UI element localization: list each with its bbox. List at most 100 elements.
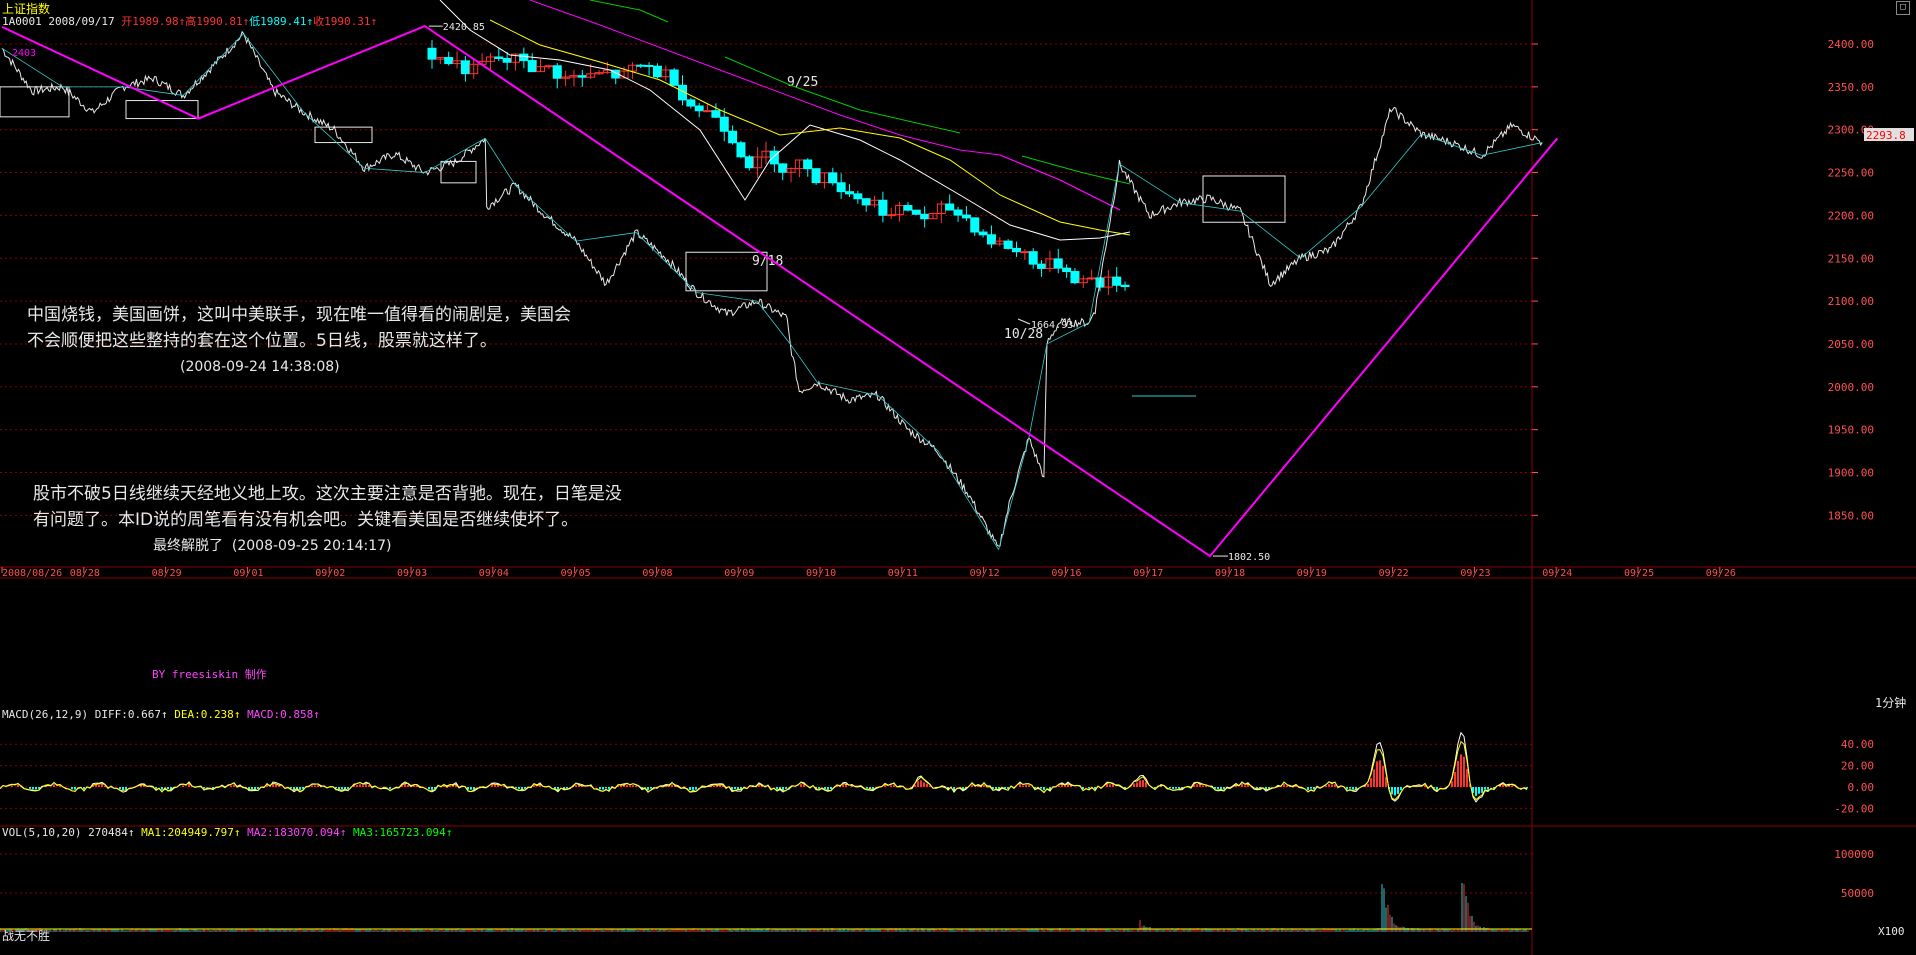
- x-tick-label: 08/28: [70, 568, 100, 579]
- daily-candle: [444, 57, 454, 65]
- x-tick-label: 09/08: [642, 568, 672, 579]
- price-axis: 2400.00 2350.00 2300.00 2250.00 2200.00 2150.…: [1532, 38, 1914, 522]
- pivot-zigzag: [1, 24, 1559, 558]
- x-tick-label: 09/03: [397, 568, 427, 579]
- quote-open: 开1989.98: [121, 15, 179, 28]
- stroke-segment: [182, 33, 244, 96]
- daily-candle: [736, 142, 746, 158]
- date-axis: 2008/08/26 08/28 08/29 09/01 09/02 09/03 09/04…: [1, 567, 1736, 579]
- stroke-segment: [1088, 163, 1120, 323]
- y-tick-label: 2050.00: [1828, 338, 1874, 351]
- y-tick-label: 1900.00: [1828, 467, 1874, 480]
- daily-candle: [961, 214, 971, 219]
- stroke-segment: [1119, 163, 1181, 203]
- daily-candle: [1020, 251, 1030, 254]
- label-1664: 1664.93: [1031, 320, 1073, 331]
- quote-close: 收1990.31: [313, 15, 371, 28]
- daily-candle: [703, 110, 713, 113]
- y-tick-label: 2200.00: [1828, 209, 1874, 222]
- current-price-label: 2293.8: [1866, 129, 1906, 142]
- daily-candle: [1037, 263, 1047, 269]
- stroke-segment: [1360, 133, 1422, 208]
- daily-candle: [728, 130, 738, 144]
- daily-candle: [845, 191, 854, 195]
- daily-candle: [1070, 271, 1080, 284]
- x-tick-label: 09/02: [315, 568, 345, 579]
- daily-candle: [494, 56, 504, 59]
- daily-candle: [711, 110, 721, 118]
- macd-dea: DEA:0.238: [174, 708, 234, 721]
- ma-yellow-line: [489, 19, 1131, 236]
- daily-candle: [978, 231, 988, 236]
- ma-green-line: [1021, 155, 1131, 185]
- vol-ma2: MA2:183070.094: [247, 826, 340, 839]
- y-tick-label: 2300.00: [1828, 124, 1874, 137]
- daily-candle: [986, 234, 996, 245]
- annotation-1-time: (2008-09-24 14:38:08): [180, 359, 340, 375]
- intraday-price: [1, 30, 1543, 550]
- daily-candle: [636, 64, 646, 67]
- daily-candle: [627, 64, 637, 72]
- daily-candle: [1062, 267, 1072, 273]
- x-tick-label: 09/16: [1051, 568, 1081, 579]
- stroke-segment: [1028, 343, 1048, 439]
- stroke-segment: [1179, 202, 1241, 212]
- daily-candle: [561, 76, 571, 79]
- left-pivot-label: 2403: [12, 48, 36, 59]
- up-arrow-icon: ↑: [445, 826, 453, 839]
- up-arrow-icon: ↑: [233, 708, 241, 721]
- pivot-lines: 2420.85 1802.50 2403: [1, 22, 1559, 563]
- quote-bar: 1A0001 2008/09/17 开1989.98↑高1990.81↑低198…: [2, 13, 377, 29]
- stroke-segment: [635, 232, 697, 293]
- period-label[interactable]: 1分钟: [1875, 696, 1907, 710]
- daily-candle: [778, 163, 788, 173]
- x-tick-label: 09/26: [1706, 568, 1736, 579]
- up-arrow-icon: ↑: [127, 826, 135, 839]
- x-tick-label: 09/24: [1542, 568, 1572, 579]
- label-9-25: 9/25: [787, 75, 818, 90]
- x-tick-label: 2008/08/26: [2, 568, 62, 579]
- y-tick-label: 2400.00: [1828, 38, 1874, 51]
- daily-candle: [753, 156, 763, 169]
- daily-candle: [803, 159, 813, 170]
- daily-candle: [485, 56, 495, 62]
- stroke-segment: [515, 185, 577, 242]
- stroke-segment: [303, 112, 365, 169]
- daily-candle: [811, 168, 821, 184]
- macd-value: MACD:0.858: [247, 708, 314, 721]
- x-tick-label: 09/04: [479, 568, 509, 579]
- x-tick-label: 09/12: [970, 568, 1000, 579]
- stroke-segment: [1, 47, 63, 88]
- macd-header: MACD(26,12,9) DIFF:0.667↑ DEA:0.238↑ MAC…: [2, 708, 320, 721]
- daily-candle: [502, 57, 512, 63]
- vol-value: 270484: [88, 826, 128, 839]
- x-tick-label: 09/18: [1215, 568, 1245, 579]
- credit-text: BY freesiskin 制作: [152, 668, 267, 681]
- daily-candle: [586, 73, 596, 78]
- macd-dea-line: [0, 740, 1528, 801]
- x-tick-label: 09/23: [1460, 568, 1490, 579]
- y-tick-label: 2100.00: [1828, 295, 1874, 308]
- stroke-segment: [424, 137, 486, 173]
- daily-candle: [469, 63, 479, 75]
- daily-candle: [744, 156, 754, 169]
- stroke-segment: [1239, 210, 1301, 259]
- x-tick-label: 09/10: [806, 568, 836, 579]
- current-price-box: [1864, 128, 1914, 142]
- annotation-2-extra: 最终解脱了: [153, 538, 223, 554]
- stroke-segment: [877, 395, 939, 452]
- macd-tick-label: 40.00: [1841, 738, 1874, 751]
- daily-candle: [769, 150, 779, 165]
- annotation-2-line1: 股市不破5日线继续天经地义地上攻。这次主要注意是否背驰。现在，日笔是没: [33, 484, 622, 504]
- y-tick-label: 2000.00: [1828, 381, 1874, 394]
- stroke-segment: [998, 438, 1030, 550]
- x-tick-label: 09/05: [561, 568, 591, 579]
- daily-candle: [1012, 247, 1021, 253]
- daily-candle: [853, 193, 863, 200]
- daily-candle: [536, 66, 546, 73]
- status-text: 战无不胜: [2, 929, 51, 943]
- restore-button[interactable]: □: [1896, 1, 1910, 15]
